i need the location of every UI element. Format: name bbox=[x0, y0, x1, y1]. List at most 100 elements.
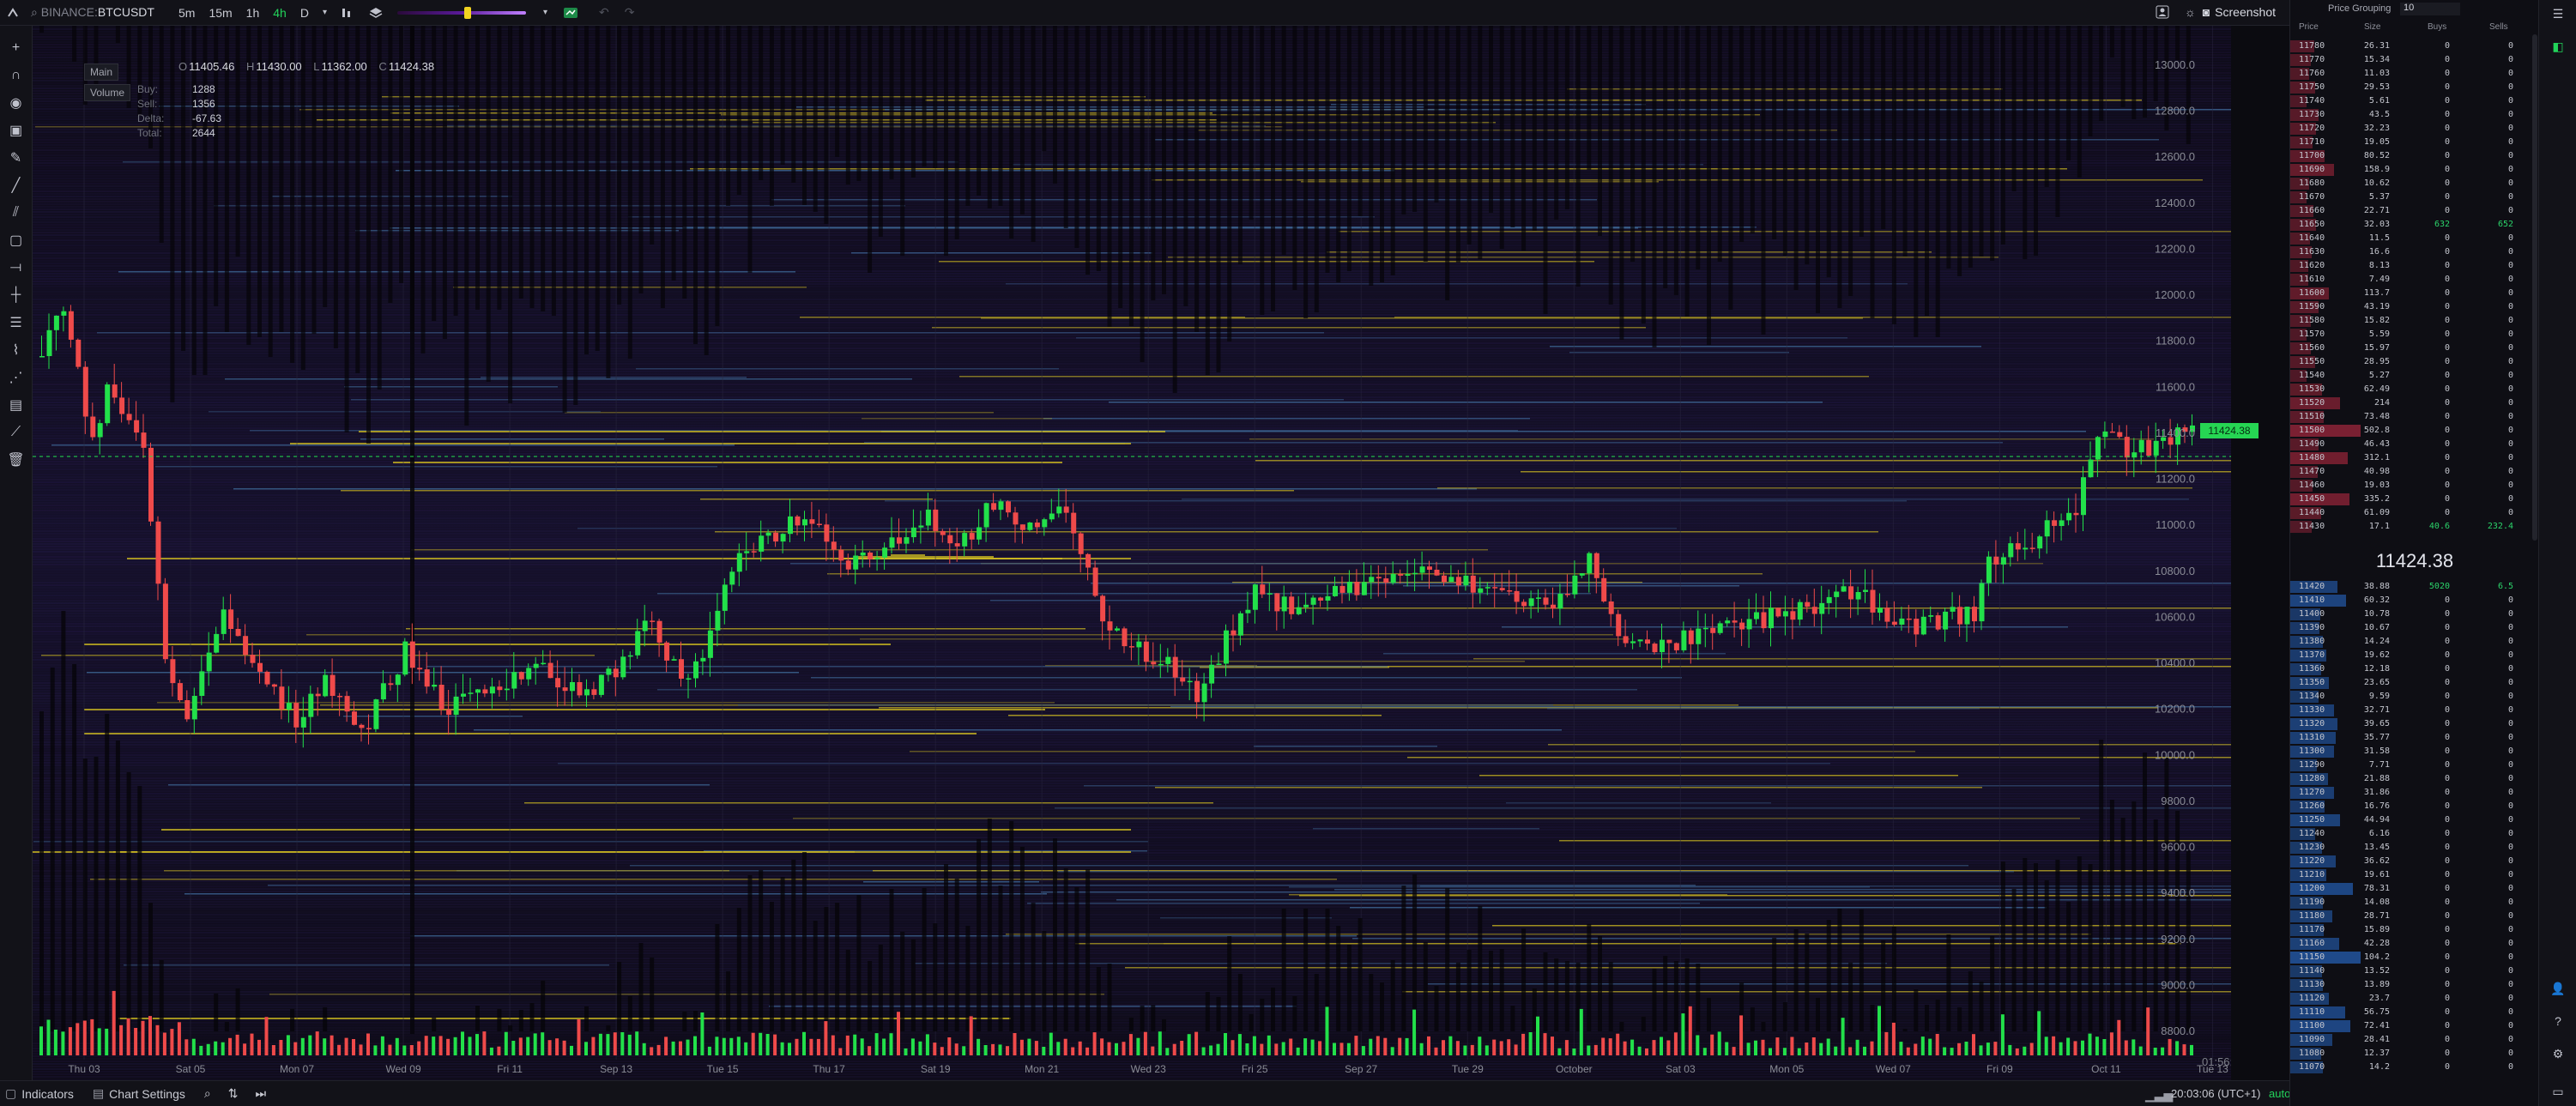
bar-chart-icon[interactable] bbox=[341, 7, 353, 19]
ask-row[interactable]: 11780 26.31 0 0 bbox=[2290, 39, 2539, 53]
bid-row[interactable]: 11190 14.08 0 0 bbox=[2290, 896, 2539, 910]
ask-row[interactable]: 11630 16.6 0 0 bbox=[2290, 245, 2539, 259]
ask-row[interactable]: 11640 11.5 0 0 bbox=[2290, 232, 2539, 245]
timeframe-d[interactable]: D bbox=[299, 5, 309, 20]
help-icon[interactable]: ? bbox=[2555, 1014, 2561, 1028]
timeframe-15m[interactable]: 15m bbox=[209, 5, 233, 20]
bid-row[interactable]: 11130 13.89 0 0 bbox=[2290, 978, 2539, 992]
ask-row[interactable]: 11700 80.52 0 0 bbox=[2290, 149, 2539, 163]
ask-row[interactable]: 11510 73.48 0 0 bbox=[2290, 410, 2539, 424]
line-icon[interactable]: ╱ bbox=[11, 178, 21, 193]
bid-row[interactable]: 11360 12.18 0 0 bbox=[2290, 662, 2539, 676]
vertical-line-icon[interactable]: ┼ bbox=[10, 287, 21, 302]
bid-row[interactable]: 11200 78.31 0 0 bbox=[2290, 882, 2539, 896]
bid-row[interactable]: 11400 10.78 0 0 bbox=[2290, 607, 2539, 621]
bid-row[interactable]: 11380 14.24 0 0 bbox=[2290, 635, 2539, 649]
screenshot-button[interactable]: ◙ Screenshot bbox=[2203, 5, 2276, 19]
bid-row[interactable]: 11330 32.71 0 0 bbox=[2290, 704, 2539, 717]
ask-row[interactable]: 11480 312.1 0 0 bbox=[2290, 451, 2539, 465]
layers-icon[interactable] bbox=[368, 6, 384, 20]
ask-row[interactable]: 11740 5.61 0 0 bbox=[2290, 94, 2539, 108]
note-icon[interactable]: ▤ bbox=[9, 398, 23, 413]
volume-pane-tag[interactable]: Volume bbox=[84, 84, 131, 101]
ask-row[interactable]: 11540 5.27 0 0 bbox=[2290, 369, 2539, 383]
pattern-icon[interactable]: ⋰ bbox=[9, 371, 23, 385]
bid-row[interactable]: 11120 23.7 0 0 bbox=[2290, 992, 2539, 1006]
hamburger-icon[interactable]: ☰ bbox=[2552, 6, 2564, 21]
ask-row[interactable]: 11760 11.03 0 0 bbox=[2290, 67, 2539, 81]
parallel-lines-icon[interactable]: ⫽ bbox=[12, 205, 20, 220]
bid-row[interactable]: 11420 38.88 5020 6.5 bbox=[2290, 580, 2539, 594]
bid-row[interactable]: 11390 10.67 0 0 bbox=[2290, 621, 2539, 635]
bid-row[interactable]: 11270 31.86 0 0 bbox=[2290, 786, 2539, 800]
ask-row[interactable]: 11590 43.19 0 0 bbox=[2290, 300, 2539, 314]
zoom-icon[interactable]: ⌕ bbox=[203, 1086, 211, 1100]
ask-row[interactable]: 11440 61.09 0 0 bbox=[2290, 506, 2539, 520]
swap-icon[interactable]: ⇅ bbox=[227, 1086, 239, 1100]
timeframe-5m[interactable]: 5m bbox=[178, 5, 196, 20]
bid-row[interactable]: 11230 13.45 0 0 bbox=[2290, 841, 2539, 855]
horizontal-ray-icon[interactable]: ⟞ bbox=[9, 260, 22, 275]
rectangle-icon[interactable]: ▢ bbox=[9, 233, 23, 248]
timeframe-1h[interactable]: 1h bbox=[245, 5, 260, 20]
bid-row[interactable]: 11250 44.94 0 0 bbox=[2290, 813, 2539, 827]
ask-row[interactable]: 11560 15.97 0 0 bbox=[2290, 341, 2539, 355]
bid-row[interactable]: 11260 16.76 0 0 bbox=[2290, 800, 2539, 813]
pencil-icon[interactable]: ✎ bbox=[9, 151, 22, 166]
sun-icon[interactable]: ☼ bbox=[2185, 5, 2196, 19]
bid-row[interactable]: 11140 13.52 0 0 bbox=[2290, 964, 2539, 978]
ask-row[interactable]: 11470 40.98 0 0 bbox=[2290, 465, 2539, 479]
ask-row[interactable]: 11660 22.71 0 0 bbox=[2290, 204, 2539, 218]
bid-row[interactable]: 11110 56.75 0 0 bbox=[2290, 1006, 2539, 1019]
ask-row[interactable]: 11690 158.9 0 0 bbox=[2290, 163, 2539, 177]
ask-row[interactable]: 11500 502.8 0 0 bbox=[2290, 424, 2539, 438]
ruler-icon[interactable]: ⟋ bbox=[10, 425, 21, 439]
ask-row[interactable]: 11430 17.1 40.6 232.4 bbox=[2290, 520, 2539, 534]
auto-scale-toggle[interactable]: auto bbox=[2269, 1087, 2291, 1100]
symbol-search[interactable]: ⌕ BINANCE:BTCUSDT bbox=[31, 5, 154, 19]
panel-toggle-icon[interactable]: ◧ bbox=[2552, 39, 2564, 53]
ask-row[interactable]: 11770 15.34 0 0 bbox=[2290, 53, 2539, 67]
ask-row[interactable]: 11520 214 0 0 bbox=[2290, 396, 2539, 410]
undo-icon[interactable]: ↶ bbox=[599, 5, 609, 19]
bid-row[interactable]: 11150 104.2 0 0 bbox=[2290, 951, 2539, 964]
ask-row[interactable]: 11580 15.82 0 0 bbox=[2290, 314, 2539, 328]
ask-row[interactable]: 11450 335.2 0 0 bbox=[2290, 493, 2539, 506]
bid-row[interactable]: 11090 28.41 0 0 bbox=[2290, 1033, 2539, 1047]
timeframe-4h[interactable]: 4h bbox=[273, 5, 287, 20]
indicators-button[interactable]: ▢ Indicators bbox=[5, 1086, 74, 1101]
ask-row[interactable]: 11600 113.7 0 0 bbox=[2290, 287, 2539, 300]
lock-icon[interactable]: ▣ bbox=[9, 124, 23, 138]
redo-icon[interactable]: ↷ bbox=[624, 5, 635, 19]
bid-row[interactable]: 11340 9.59 0 0 bbox=[2290, 690, 2539, 704]
main-pane-tag[interactable]: Main bbox=[84, 63, 119, 81]
magnet-icon[interactable]: ∩ bbox=[10, 68, 21, 82]
bid-row[interactable]: 11300 31.58 0 0 bbox=[2290, 745, 2539, 758]
bid-row[interactable]: 11080 12.37 0 0 bbox=[2290, 1047, 2539, 1061]
bid-row[interactable]: 11100 72.41 0 0 bbox=[2290, 1019, 2539, 1033]
bid-row[interactable]: 11170 15.89 0 0 bbox=[2290, 923, 2539, 937]
bid-row[interactable]: 11290 7.71 0 0 bbox=[2290, 758, 2539, 772]
chevron-down-icon[interactable]: ▾ bbox=[542, 8, 548, 17]
price-grouping-input[interactable]: 10 bbox=[2400, 3, 2460, 15]
bid-row[interactable]: 11070 14.2 0 0 bbox=[2290, 1061, 2539, 1074]
bid-row[interactable]: 11310 35.77 0 0 bbox=[2290, 731, 2539, 745]
trash-icon[interactable]: 🗑 bbox=[7, 453, 25, 468]
bid-row[interactable]: 11280 21.88 0 0 bbox=[2290, 772, 2539, 786]
bid-row[interactable]: 11240 6.16 0 0 bbox=[2290, 827, 2539, 841]
ask-row[interactable]: 11460 19.03 0 0 bbox=[2290, 479, 2539, 493]
ask-row[interactable]: 11710 19.05 0 0 bbox=[2290, 136, 2539, 149]
slider-knob[interactable] bbox=[464, 6, 472, 19]
add-icon[interactable]: + bbox=[11, 40, 21, 55]
heatmap-icon[interactable] bbox=[563, 7, 578, 19]
bid-row[interactable]: 11160 42.28 0 0 bbox=[2290, 937, 2539, 951]
brush-icon[interactable]: ⌇ bbox=[12, 343, 20, 358]
ask-row[interactable]: 11570 5.59 0 0 bbox=[2290, 328, 2539, 341]
eye-icon[interactable]: ◉ bbox=[9, 96, 22, 111]
bid-row[interactable]: 11370 19.62 0 0 bbox=[2290, 649, 2539, 662]
bid-row[interactable]: 11410 60.32 0 0 bbox=[2290, 594, 2539, 607]
ask-row[interactable]: 11650 32.03 632 652 bbox=[2290, 218, 2539, 232]
chart-canvas[interactable]: 13000.012800.012600.012400.012200.012000… bbox=[33, 26, 2231, 1080]
ask-row[interactable]: 11610 7.49 0 0 bbox=[2290, 273, 2539, 287]
bid-row[interactable]: 11350 23.65 0 0 bbox=[2290, 676, 2539, 690]
